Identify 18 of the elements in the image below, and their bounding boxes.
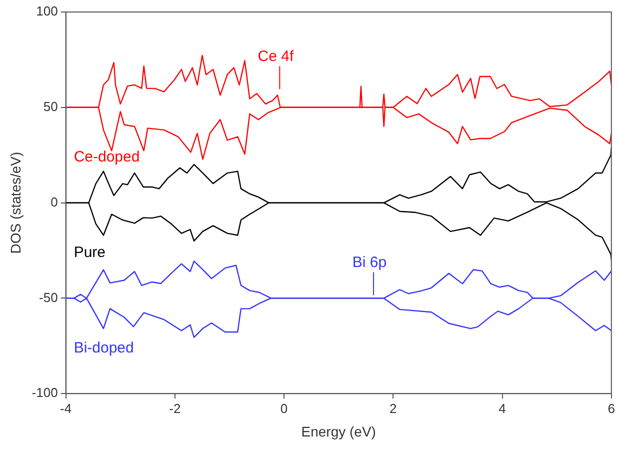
text: Bi-doped bbox=[74, 339, 134, 356]
x-axis-title: Energy (eV) bbox=[301, 423, 376, 440]
y-tick-label: 50 bbox=[43, 98, 58, 114]
x-tick-label: 0 bbox=[280, 400, 288, 416]
annotation: Ce 4f bbox=[258, 48, 294, 65]
x-tick-label: -2 bbox=[169, 400, 181, 416]
y-axis-title: DOS (states/eV) bbox=[7, 152, 24, 254]
annotation: Bi 6p bbox=[352, 254, 387, 271]
text: Pure bbox=[74, 244, 106, 261]
x-tick-label: 4 bbox=[498, 400, 506, 416]
y-tick-label: 0 bbox=[50, 194, 58, 210]
x-tick-label: 6 bbox=[608, 400, 615, 416]
y-tick-label: -100 bbox=[32, 385, 58, 400]
y-tick-label: -50 bbox=[39, 290, 58, 305]
x-tick-label: -4 bbox=[60, 400, 72, 416]
x-tick-label: 2 bbox=[390, 400, 397, 416]
text: Ce-doped bbox=[74, 148, 140, 166]
y-tick-label: 100 bbox=[36, 4, 58, 19]
